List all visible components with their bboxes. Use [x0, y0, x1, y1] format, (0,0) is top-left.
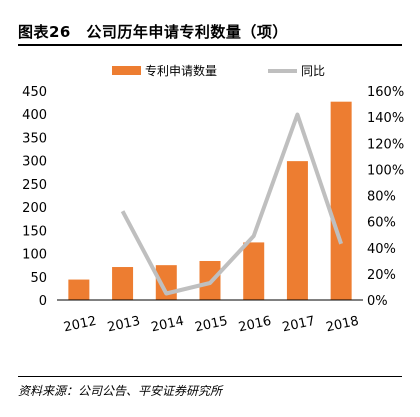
chart: 专利申请数量 同比 0 50 100 150 200 250 300 350 400 450 0%… [22, 63, 404, 336]
y-left-tick-label: 50 [30, 271, 47, 286]
y-left-tick-label: 0 [39, 294, 47, 309]
legend-bar-label: 专利申请数量 [145, 63, 217, 78]
y-right-tick-label: 160% [367, 85, 404, 100]
y-left-tick-label: 400 [22, 108, 47, 123]
y-left-tick-label: 450 [22, 85, 47, 100]
y-right-tick-label: 120% [367, 137, 404, 152]
y-right-tick-label: 40% [367, 242, 396, 257]
title-rule [18, 44, 402, 46]
bar [112, 267, 134, 300]
legend-line-label: 同比 [301, 64, 325, 78]
y-right-tick-label: 80% [367, 190, 396, 205]
y-left-tick-label: 150 [22, 224, 47, 239]
bar [330, 101, 352, 300]
legend-bar-swatch [112, 66, 141, 75]
bar [68, 279, 90, 300]
x-tick-label: 2012 [62, 314, 97, 336]
y-right-tick-label: 100% [367, 163, 404, 178]
y-right-tick-label: 0% [367, 294, 388, 309]
y-left-tick-label: 300 [22, 155, 47, 170]
right-axis: 0% 20% 40% 60% 80% 100% 120% 140% 160% [367, 85, 404, 309]
y-left-tick-label: 250 [22, 178, 47, 193]
x-tick-label: 2015 [194, 314, 229, 336]
y-left-tick-label: 200 [22, 201, 47, 216]
bar-series [68, 101, 352, 300]
legend: 专利申请数量 同比 [112, 63, 325, 78]
x-tick-label: 2014 [150, 314, 185, 336]
x-tick-label: 2018 [325, 314, 360, 336]
y-right-tick-label: 60% [367, 216, 396, 231]
left-axis: 0 50 100 150 200 250 300 350 400 450 [22, 85, 47, 309]
y-right-tick-label: 140% [367, 111, 404, 126]
y-left-tick-label: 350 [22, 131, 47, 146]
source-note: 资料来源：公司公告、平安证券研究所 [18, 384, 223, 398]
x-tick-label: 2013 [106, 314, 141, 336]
series-line [120, 112, 343, 296]
y-right-tick-label: 20% [367, 268, 396, 283]
line-series [120, 112, 343, 296]
source-rule [18, 376, 402, 377]
bar [286, 161, 308, 300]
bar [243, 242, 265, 300]
x-tick-label: 2017 [281, 314, 316, 336]
figure-title: 图表26 公司历年申请专利数量（项） [18, 23, 288, 41]
x-tick-label: 2016 [237, 314, 272, 336]
y-left-tick-label: 100 [22, 248, 47, 263]
x-axis: 2012 2013 2014 2015 2016 2017 2018 [62, 314, 360, 336]
